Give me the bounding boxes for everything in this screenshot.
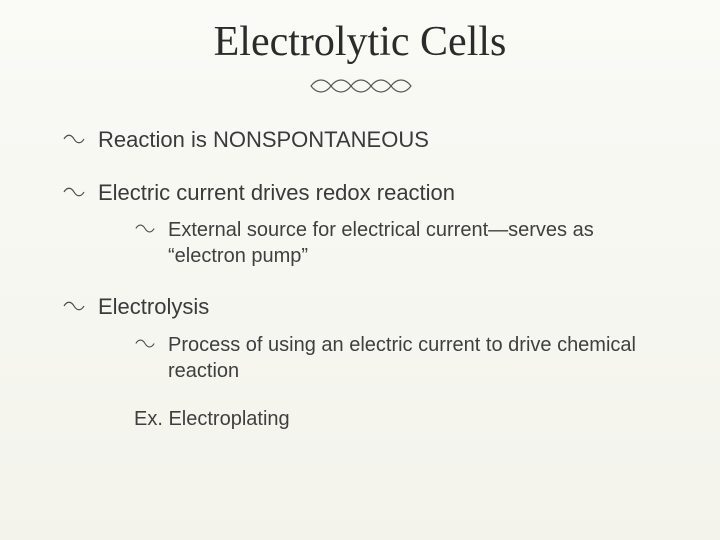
bullet-text: Electric current drives redox reaction [98, 180, 455, 205]
list-item: Electrolysis Process of using an electri… [62, 293, 670, 432]
sub-list: External source for electrical current—s… [98, 217, 670, 269]
sub-list-item: External source for electrical current—s… [134, 217, 670, 269]
sub-bullet-text: External source for electrical current—s… [168, 219, 594, 267]
slide: Electrolytic Cells Reaction is NONSPONTA… [0, 0, 720, 540]
title-flourish-icon [50, 76, 670, 100]
bullet-text: Reaction is NONSPONTANEOUS [98, 127, 429, 152]
sub-list-item: Ex. Electroplating [134, 406, 670, 432]
sub-list-item: Process of using an electric current to … [134, 332, 670, 384]
slide-title: Electrolytic Cells [50, 18, 670, 66]
sub-list: Process of using an electric current to … [98, 332, 670, 432]
list-item: Reaction is NONSPONTANEOUS [62, 126, 670, 155]
list-item: Electric current drives redox reaction E… [62, 179, 670, 270]
bullet-text: Electrolysis [98, 294, 209, 319]
sub-bullet-text: Ex. Electroplating [134, 408, 290, 430]
bullet-list: Reaction is NONSPONTANEOUS Electric curr… [50, 126, 670, 432]
sub-bullet-text: Process of using an electric current to … [168, 334, 636, 382]
